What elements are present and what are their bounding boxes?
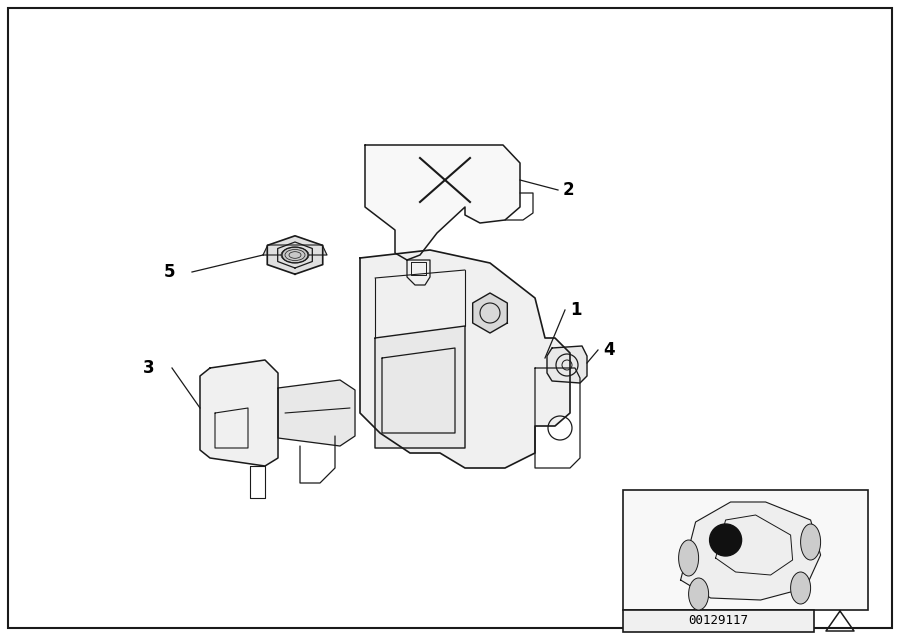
Polygon shape xyxy=(200,360,278,466)
Bar xyxy=(623,490,868,610)
Polygon shape xyxy=(278,380,355,446)
Ellipse shape xyxy=(688,578,708,610)
Polygon shape xyxy=(267,236,323,274)
Text: 4: 4 xyxy=(603,341,615,359)
Polygon shape xyxy=(375,326,465,448)
Polygon shape xyxy=(472,293,508,333)
Polygon shape xyxy=(680,502,821,600)
Text: 1: 1 xyxy=(570,301,581,319)
Ellipse shape xyxy=(679,540,698,576)
Text: 2: 2 xyxy=(563,181,574,199)
Text: 00129117: 00129117 xyxy=(688,614,749,628)
Polygon shape xyxy=(547,346,587,383)
Ellipse shape xyxy=(801,524,821,560)
Text: 5: 5 xyxy=(164,263,175,281)
Ellipse shape xyxy=(282,247,308,263)
Polygon shape xyxy=(360,250,570,468)
Polygon shape xyxy=(365,145,520,260)
Text: 3: 3 xyxy=(143,359,155,377)
Circle shape xyxy=(709,524,742,556)
Polygon shape xyxy=(263,245,327,255)
Bar xyxy=(623,610,814,632)
Ellipse shape xyxy=(790,572,811,604)
